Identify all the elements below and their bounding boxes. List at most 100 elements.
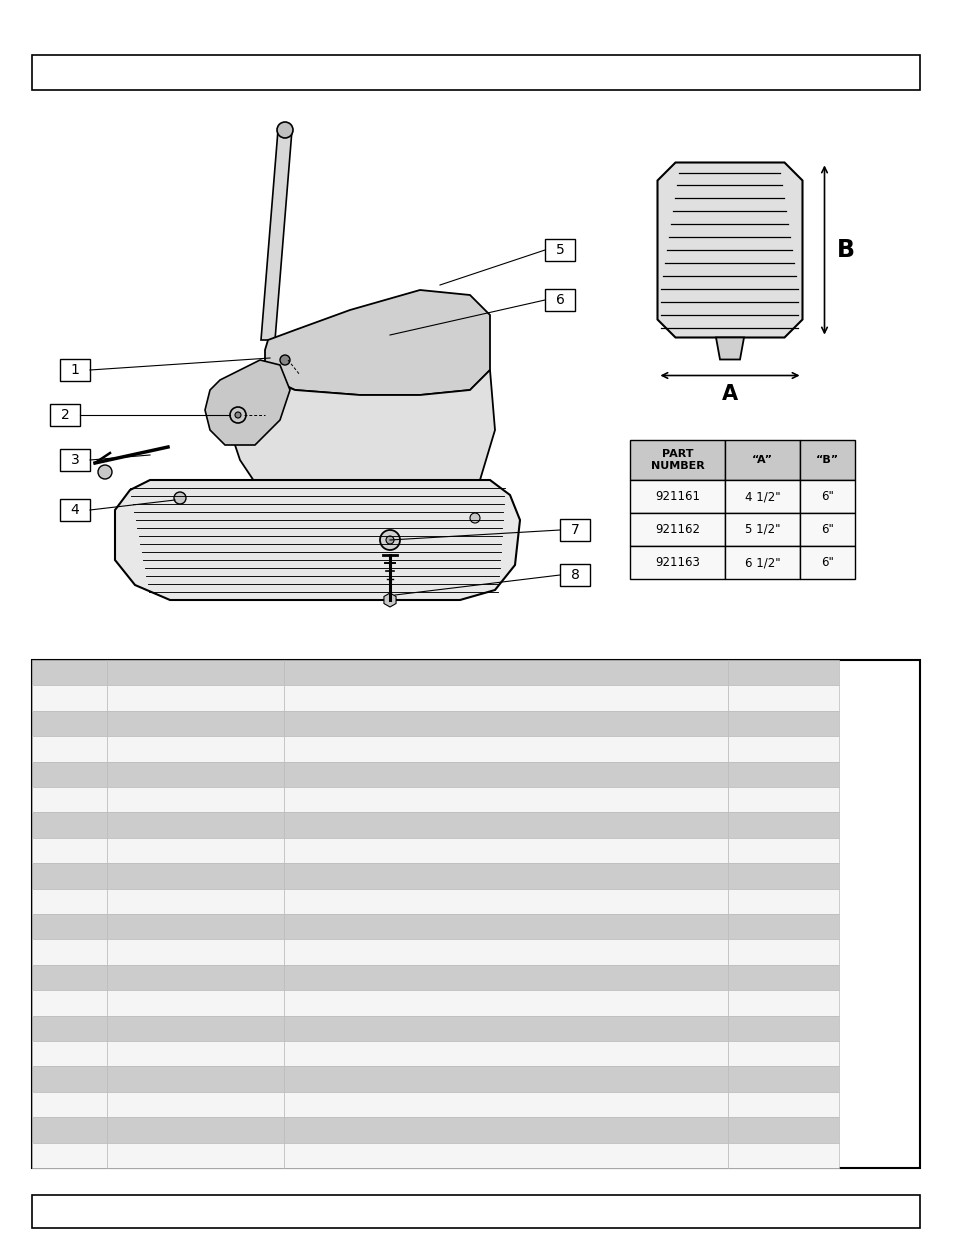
Bar: [32, 1117, 107, 1142]
Polygon shape: [230, 370, 495, 520]
Text: 921162: 921162: [655, 523, 700, 536]
Polygon shape: [115, 480, 519, 599]
Bar: [32, 660, 919, 1168]
Bar: [107, 913, 284, 939]
Bar: [107, 863, 284, 889]
Bar: [727, 1091, 838, 1117]
Bar: [629, 440, 724, 480]
Bar: [284, 1041, 727, 1067]
Bar: [727, 686, 838, 711]
Bar: [284, 1117, 727, 1142]
Circle shape: [230, 407, 246, 423]
Bar: [284, 686, 727, 711]
Bar: [284, 838, 727, 863]
Bar: [32, 965, 107, 990]
Bar: [284, 711, 727, 737]
Bar: [60, 358, 90, 381]
Bar: [107, 686, 284, 711]
Bar: [32, 711, 107, 737]
Text: “B”: “B”: [815, 455, 839, 465]
Bar: [284, 737, 727, 761]
Bar: [107, 1091, 284, 1117]
Bar: [727, 863, 838, 889]
Bar: [724, 440, 800, 480]
Bar: [60, 499, 90, 522]
Circle shape: [280, 355, 290, 365]
Bar: [32, 660, 107, 686]
Bar: [800, 546, 854, 578]
Bar: [800, 513, 854, 546]
Text: 6": 6": [821, 523, 833, 536]
Text: 7: 7: [570, 523, 578, 536]
Text: “A”: “A”: [751, 455, 772, 465]
Bar: [727, 812, 838, 838]
Bar: [724, 480, 800, 513]
Text: A: A: [721, 383, 738, 403]
Bar: [727, 787, 838, 812]
Bar: [724, 546, 800, 578]
Bar: [107, 737, 284, 761]
Bar: [107, 660, 284, 686]
Bar: [629, 480, 724, 513]
Bar: [107, 889, 284, 913]
Bar: [727, 1142, 838, 1168]
Bar: [32, 1016, 107, 1041]
Bar: [727, 939, 838, 965]
Bar: [800, 440, 854, 480]
Bar: [559, 519, 589, 541]
Text: 921163: 921163: [655, 556, 700, 569]
Circle shape: [386, 536, 394, 544]
Bar: [727, 838, 838, 863]
Bar: [32, 686, 107, 711]
Bar: [727, 761, 838, 787]
Bar: [107, 965, 284, 990]
Bar: [727, 1117, 838, 1142]
Bar: [284, 863, 727, 889]
Polygon shape: [205, 360, 290, 445]
Bar: [559, 564, 589, 586]
Circle shape: [234, 412, 241, 418]
Text: 6": 6": [821, 556, 833, 569]
Bar: [284, 1067, 727, 1091]
Circle shape: [173, 492, 186, 504]
Bar: [284, 1142, 727, 1168]
Bar: [32, 990, 107, 1016]
Text: 4 1/2": 4 1/2": [744, 489, 780, 503]
Bar: [284, 660, 727, 686]
Bar: [32, 1091, 107, 1117]
Bar: [727, 965, 838, 990]
Text: 2: 2: [61, 408, 70, 421]
Bar: [107, 838, 284, 863]
Bar: [32, 1142, 107, 1168]
Text: 6": 6": [821, 489, 833, 503]
Bar: [107, 1016, 284, 1041]
Text: 8: 8: [570, 569, 578, 582]
Bar: [50, 404, 80, 426]
Text: 6: 6: [555, 293, 564, 307]
Bar: [107, 761, 284, 787]
Bar: [32, 1041, 107, 1067]
Bar: [32, 761, 107, 787]
Bar: [32, 889, 107, 913]
Text: 921161: 921161: [655, 489, 700, 503]
Bar: [629, 546, 724, 578]
Bar: [32, 1195, 919, 1229]
Polygon shape: [261, 130, 292, 340]
Bar: [727, 1016, 838, 1041]
Bar: [544, 239, 575, 261]
Bar: [727, 990, 838, 1016]
Bar: [32, 838, 107, 863]
Text: B: B: [836, 239, 854, 262]
Bar: [629, 513, 724, 546]
Bar: [32, 787, 107, 812]
Bar: [32, 863, 107, 889]
Bar: [727, 889, 838, 913]
Bar: [32, 913, 107, 939]
Bar: [284, 1016, 727, 1041]
Polygon shape: [265, 290, 490, 396]
Circle shape: [470, 513, 479, 523]
Bar: [800, 480, 854, 513]
Circle shape: [379, 530, 399, 550]
Bar: [60, 449, 90, 471]
Text: 4: 4: [71, 503, 79, 517]
